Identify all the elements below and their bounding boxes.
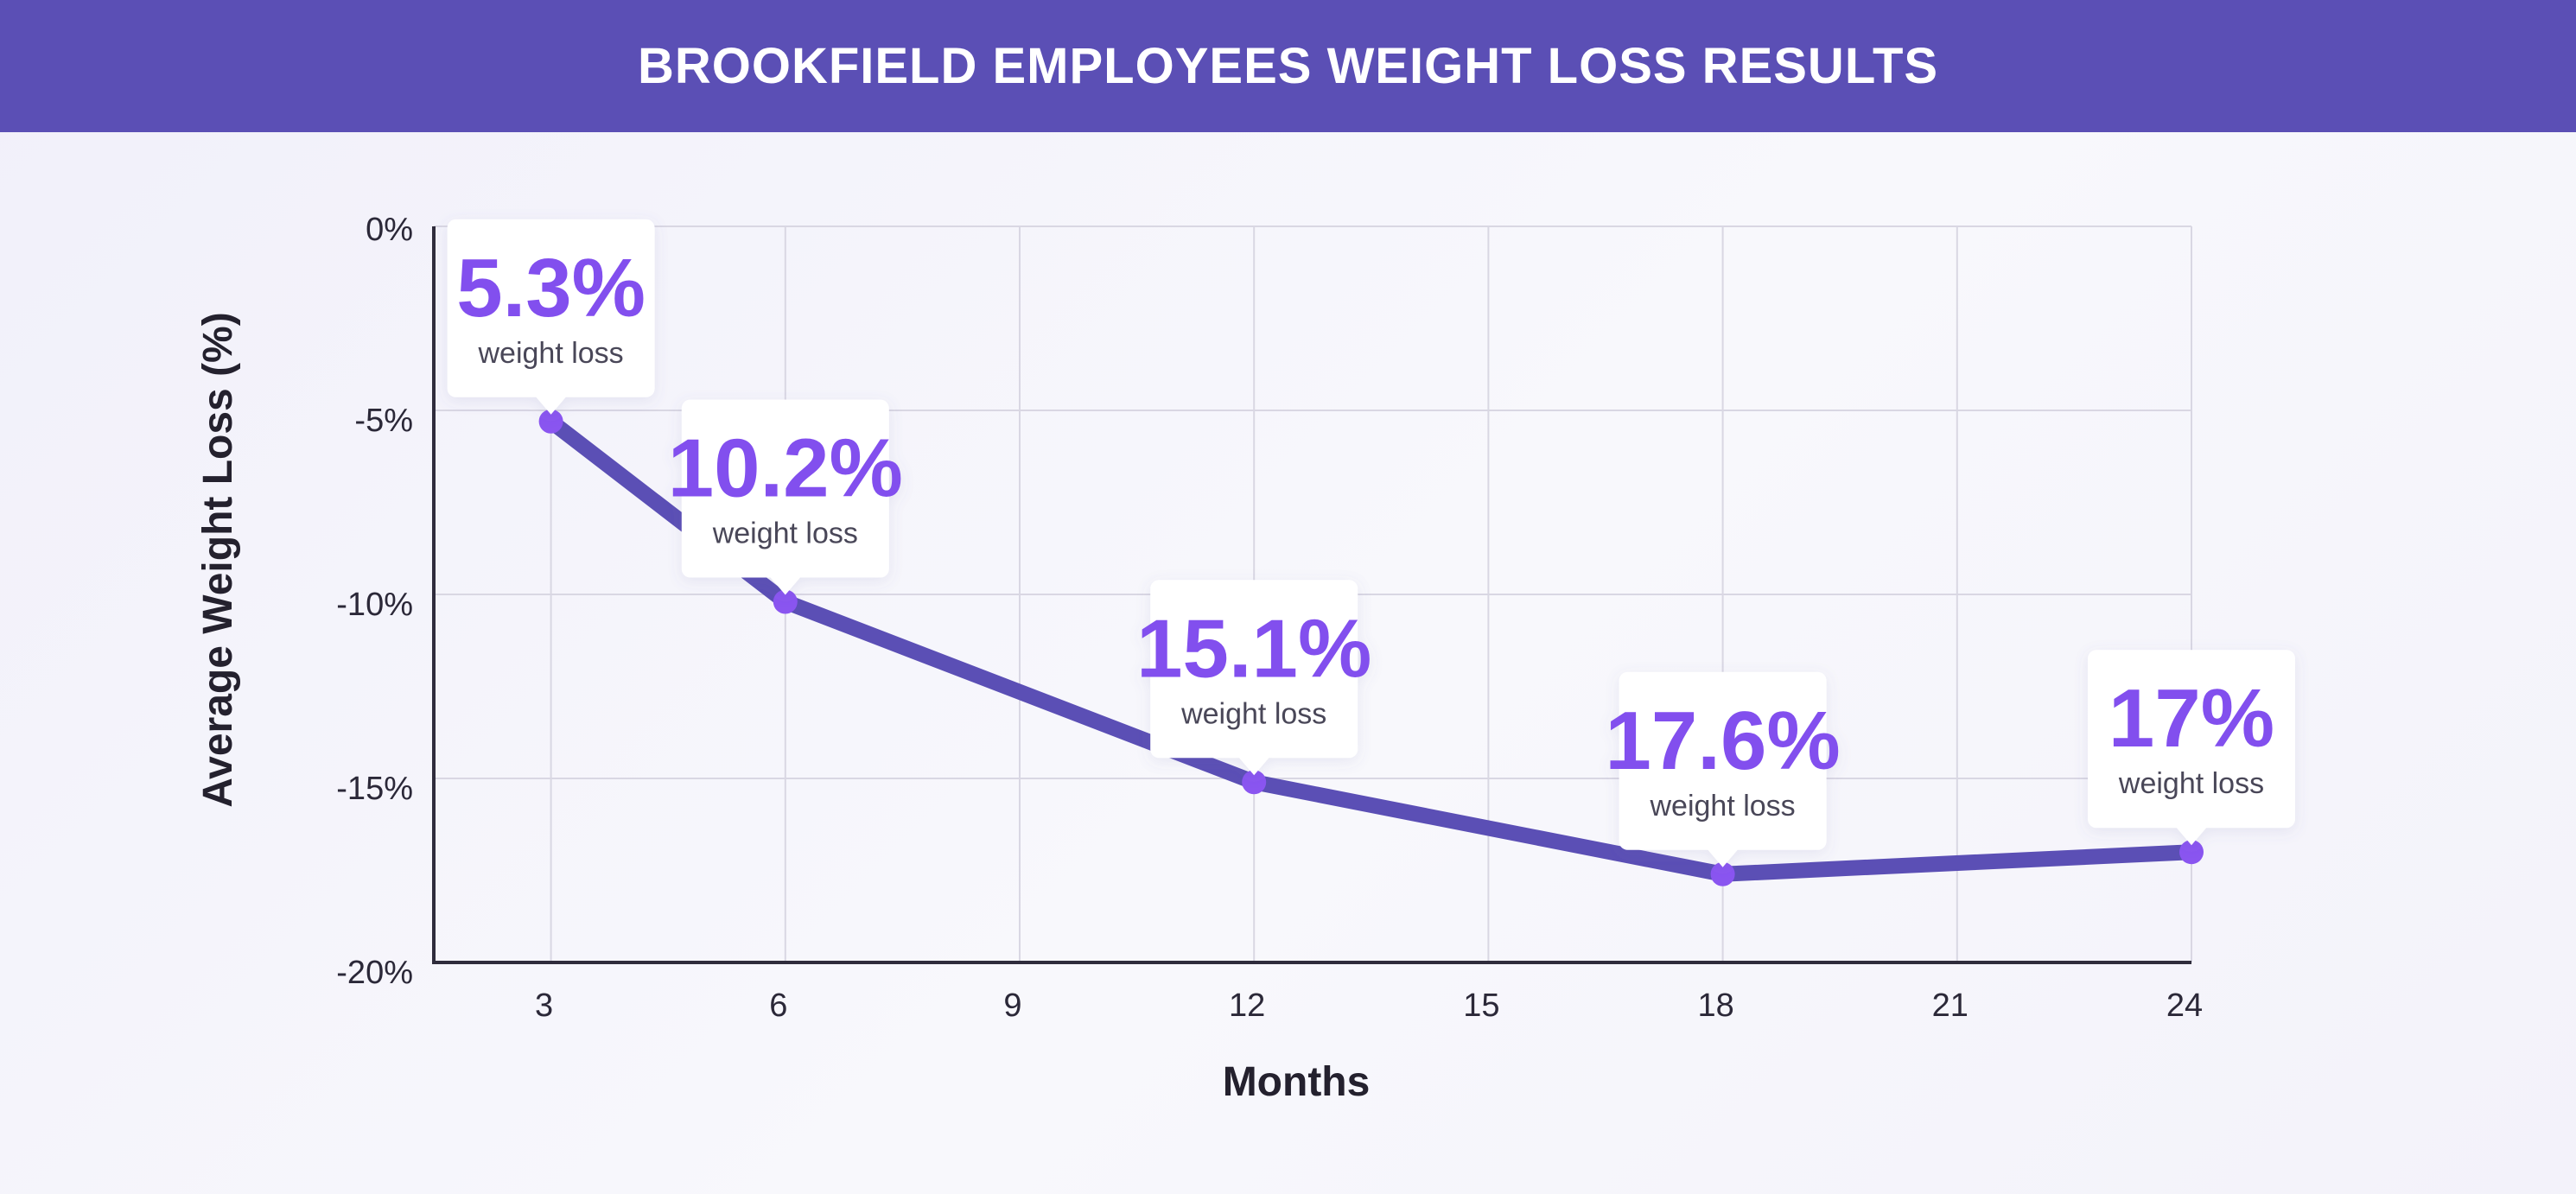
data-point (1242, 770, 1267, 795)
callout-pointer (1707, 848, 1739, 867)
value-callout: 17.6%weight loss (1605, 671, 1841, 867)
x-tick-label: 6 (769, 988, 787, 1024)
callout-label: weight loss (477, 337, 623, 370)
callout-pointer (2176, 827, 2207, 846)
y-tick-label: -20% (336, 955, 413, 991)
x-tick-label: 21 (1932, 988, 1969, 1024)
x-tick-label: 18 (1697, 988, 1733, 1024)
x-tick-label: 9 (1003, 988, 1021, 1024)
callout-value: 5.3% (456, 242, 646, 334)
callout-box (1619, 671, 1827, 850)
x-tick-label: 24 (2166, 988, 2203, 1024)
callout-label: weight loss (2118, 767, 2264, 800)
callout-value: 17.6% (1605, 695, 1840, 787)
data-point (1710, 861, 1735, 886)
callout-value: 17% (2109, 672, 2274, 765)
y-tick-label: -10% (336, 587, 413, 623)
callout-label: weight loss (1180, 697, 1326, 730)
title-banner: BROOKFIELD EMPLOYEES WEIGHT LOSS RESULTS (0, 0, 2576, 132)
chart-title: BROOKFIELD EMPLOYEES WEIGHT LOSS RESULTS (637, 38, 1939, 94)
y-tick-label: -15% (336, 771, 413, 807)
callout-value: 10.2% (668, 422, 903, 515)
callout-pointer (535, 396, 567, 415)
y-tick-label: -5% (354, 403, 413, 439)
callout-box (1150, 580, 1358, 759)
x-tick-label: 3 (535, 988, 553, 1024)
callout-value: 15.1% (1136, 602, 1371, 695)
callout-pointer (1238, 757, 1270, 776)
axes (432, 226, 2191, 964)
callout-label: weight loss (1649, 790, 1795, 822)
callout-box (2088, 650, 2295, 829)
x-axis-label: Months (1223, 1059, 1371, 1105)
callout-box (681, 399, 889, 578)
data-point (538, 409, 563, 434)
value-callout: 15.1%weight loss (1136, 580, 1371, 776)
value-callout: 10.2%weight loss (668, 399, 903, 595)
value-callout: 5.3%weight loss (447, 219, 655, 415)
x-tick-label: 15 (1463, 988, 1499, 1024)
data-point (773, 589, 798, 614)
callout-box (447, 219, 655, 397)
tick-labels: 0% -5% -10% -15% -20% 3 6 9 12 15 18 21 24 (336, 212, 2203, 1024)
y-axis-label: Average Weight Loss (%) (195, 312, 241, 807)
x-tick-label: 12 (1229, 988, 1265, 1024)
callout-label: weight loss (712, 518, 858, 550)
value-callout: 17%weight loss (2088, 650, 2295, 846)
callout-pointer (769, 576, 801, 595)
data-point (2179, 840, 2204, 865)
y-tick-label: 0% (366, 212, 413, 248)
